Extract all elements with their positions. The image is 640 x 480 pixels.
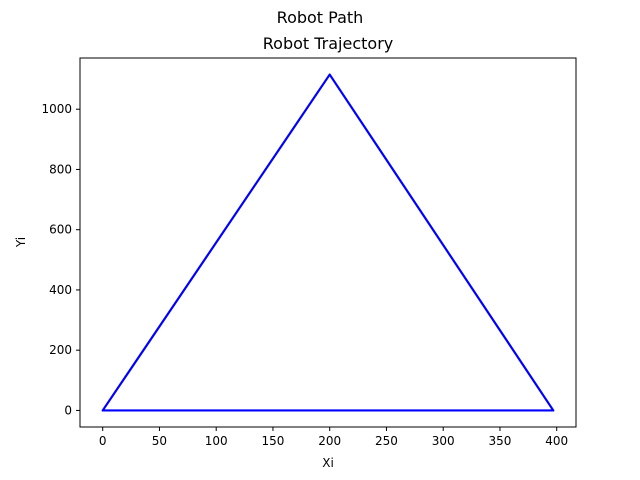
chart-title: Robot Trajectory — [263, 34, 394, 53]
x-axis-label: Xi — [322, 456, 334, 470]
x-axis: 0 50 100 150 200 250 300 350 400 — [99, 427, 568, 448]
x-tick-label: 150 — [261, 434, 284, 448]
x-tick-label: 100 — [205, 434, 228, 448]
y-axis-label: Yi — [14, 237, 28, 248]
plot-area — [79, 57, 577, 428]
y-axis: 0 200 400 600 800 1000 — [41, 102, 80, 417]
y-tick-label: 200 — [49, 343, 72, 357]
x-tick-label: 50 — [152, 434, 167, 448]
y-tick-label: 1000 — [41, 102, 72, 116]
x-tick-label: 250 — [375, 434, 398, 448]
y-tick-label: 0 — [64, 403, 72, 417]
x-tick-label: 300 — [432, 434, 455, 448]
x-tick-label: 200 — [318, 434, 341, 448]
series-line-0 — [101, 73, 555, 412]
x-tick-label: 400 — [545, 434, 568, 448]
x-tick-label: 0 — [99, 434, 107, 448]
y-tick-label: 400 — [49, 283, 72, 297]
x-tick-label: 350 — [489, 434, 512, 448]
y-tick-label: 800 — [49, 162, 72, 176]
figure-suptitle: Robot Path — [276, 8, 364, 27]
y-tick-label: 600 — [49, 223, 72, 237]
plot-frame — [79, 57, 577, 428]
